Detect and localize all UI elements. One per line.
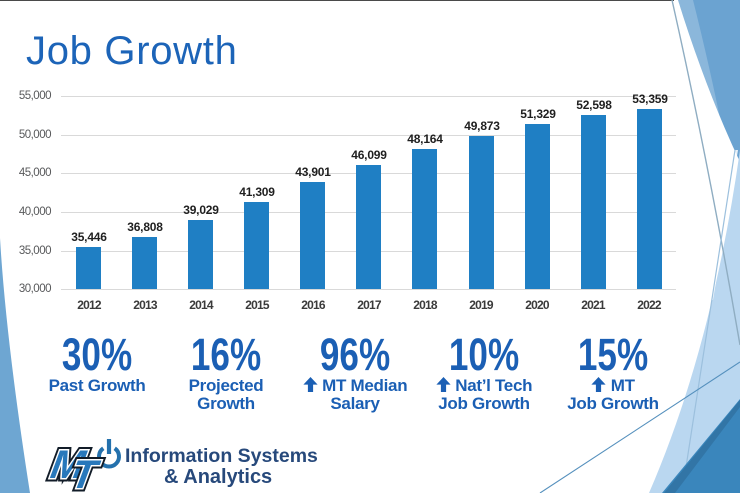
svg-text:& Analytics: & Analytics bbox=[164, 466, 272, 488]
svg-text:Information Systems: Information Systems bbox=[125, 445, 318, 467]
